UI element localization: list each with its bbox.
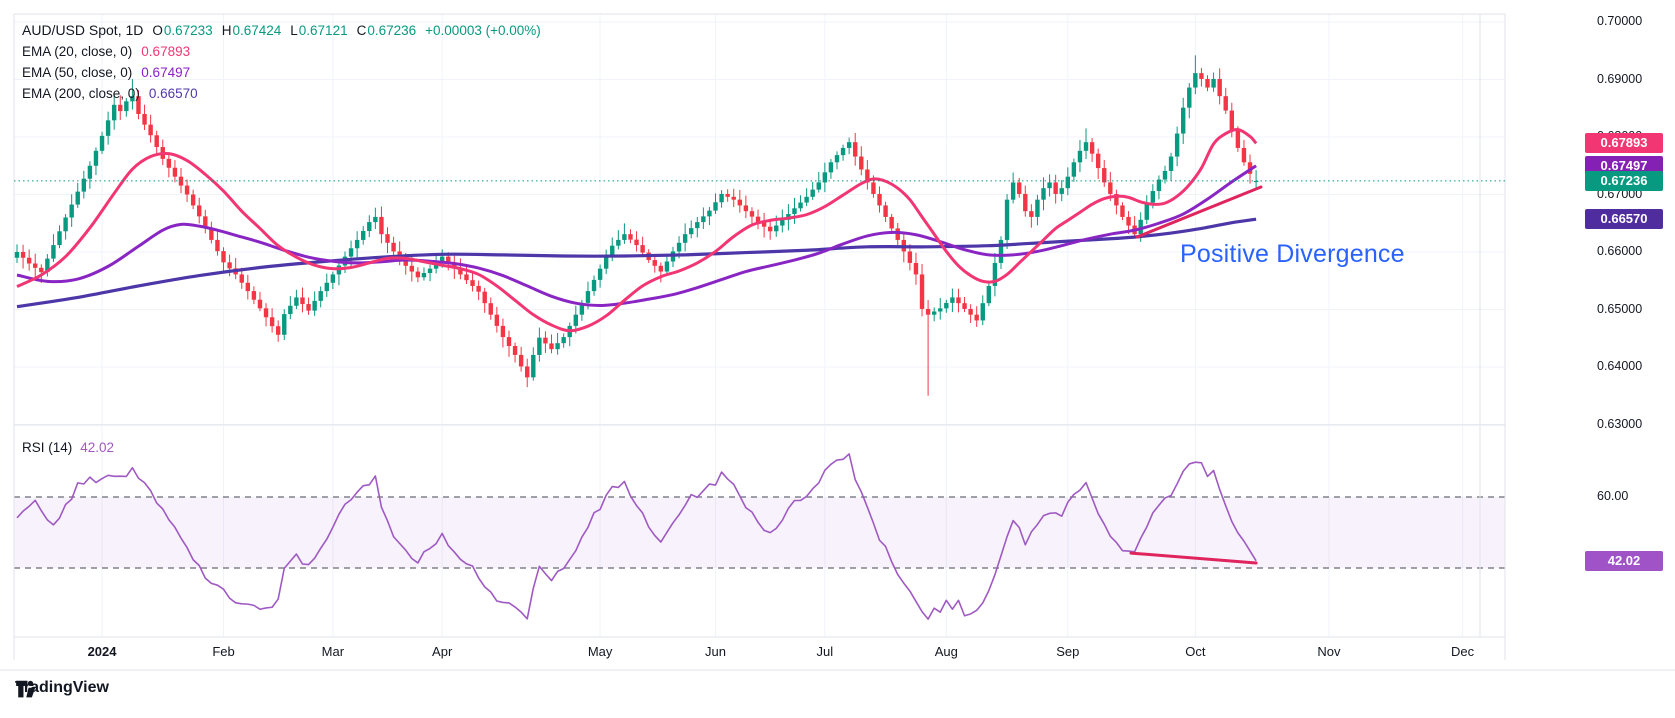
month-label: Oct bbox=[1185, 644, 1206, 659]
rsi-line bbox=[16, 453, 1257, 620]
indicator-row[interactable]: EMA (50, close, 0) 0.67497 bbox=[22, 62, 541, 83]
price-badge: 0.67236 bbox=[1585, 170, 1663, 191]
ohlc-field-value: 0.67236 bbox=[367, 23, 417, 38]
ohlc-row: AUD/USD Spot, 1D O0.67233 H0.67424 L0.67121… bbox=[22, 20, 541, 41]
tradingview-logo-text: TradingView bbox=[15, 679, 109, 696]
month-label: Sep bbox=[1056, 644, 1080, 659]
tradingview-attribution[interactable]: TradingView bbox=[15, 679, 109, 698]
indicator-value: 0.66570 bbox=[148, 86, 198, 101]
rsi-band bbox=[14, 497, 1505, 568]
ohlc-field-label: O bbox=[152, 23, 163, 38]
month-label: Nov bbox=[1317, 644, 1341, 659]
ohlc-field-value: 0.67121 bbox=[298, 23, 348, 38]
month-label: Mar bbox=[321, 644, 345, 659]
month-label: Jun bbox=[705, 644, 726, 659]
change-value: +0.00003 (+0.00%) bbox=[425, 23, 541, 38]
price-tick-label: 0.63000 bbox=[1597, 416, 1643, 431]
ema20-line bbox=[16, 127, 1258, 333]
month-label: Dec bbox=[1451, 644, 1475, 659]
month-label: 2024 bbox=[87, 644, 117, 659]
tradingview-logo-icon bbox=[16, 680, 36, 698]
indicator-row[interactable]: EMA (20, close, 0) 0.67893 bbox=[22, 41, 541, 62]
month-label: Apr bbox=[432, 644, 453, 659]
indicator-value: 0.67893 bbox=[141, 44, 191, 59]
month-label: Jul bbox=[816, 644, 834, 659]
pane-borders bbox=[0, 13, 1675, 671]
indicator-row[interactable]: EMA (200, close, 0) 0.66570 bbox=[22, 83, 541, 104]
symbol-legend[interactable]: AUD/USD Spot, 1D O0.67233 H0.67424 L0.67121… bbox=[22, 20, 541, 104]
indicator-label: EMA (20, close, 0) bbox=[22, 44, 133, 59]
price-tick-label: 0.64000 bbox=[1597, 359, 1643, 373]
price-trendline[interactable] bbox=[1135, 185, 1263, 239]
ohlc-field-value: 0.67424 bbox=[232, 23, 282, 38]
rsi-trendline[interactable] bbox=[1129, 551, 1258, 565]
rsi-tick-label: 60.00 bbox=[1597, 489, 1629, 503]
rsi-legend[interactable]: RSI (14) 42.02 bbox=[22, 440, 114, 455]
price-badge: 0.66570 bbox=[1585, 209, 1663, 230]
indicator-label: EMA (200, close, 0) bbox=[22, 86, 140, 101]
indicator-legend: EMA (20, close, 0) 0.67893 EMA (50, close,… bbox=[22, 41, 541, 104]
price-tick-label: 0.69000 bbox=[1597, 71, 1643, 86]
ohlc-values: O0.67233 H0.67424 L0.67121 C0.67236 bbox=[143, 23, 416, 38]
price-tick-label: 0.70000 bbox=[1597, 14, 1643, 28]
divergence-annotation: Positive Divergence bbox=[1180, 240, 1405, 268]
month-label: Feb bbox=[212, 644, 235, 659]
rsi-value: 42.02 bbox=[80, 440, 115, 455]
ohlc-field-value: 0.67233 bbox=[163, 23, 213, 38]
ema200-line bbox=[16, 217, 1257, 309]
ohlc-field-label: H bbox=[221, 23, 232, 38]
rsi-badge: 42.02 bbox=[1585, 550, 1663, 571]
ohlc-field-label: L bbox=[290, 23, 298, 38]
price-tick-label: 0.65000 bbox=[1597, 301, 1643, 316]
ema50-line bbox=[16, 164, 1257, 307]
month-label: Aug bbox=[934, 644, 958, 659]
indicator-value: 0.67497 bbox=[141, 65, 191, 80]
month-label: May bbox=[587, 644, 613, 659]
symbol-title[interactable]: AUD/USD Spot, 1D bbox=[22, 22, 144, 38]
price-badge: 0.67893 bbox=[1585, 133, 1663, 154]
price-tick-label: 0.66000 bbox=[1597, 244, 1643, 258]
indicator-label: EMA (50, close, 0) bbox=[22, 65, 133, 80]
ohlc-field-label: C bbox=[356, 23, 367, 38]
rsi-label: RSI (14) bbox=[22, 440, 73, 455]
